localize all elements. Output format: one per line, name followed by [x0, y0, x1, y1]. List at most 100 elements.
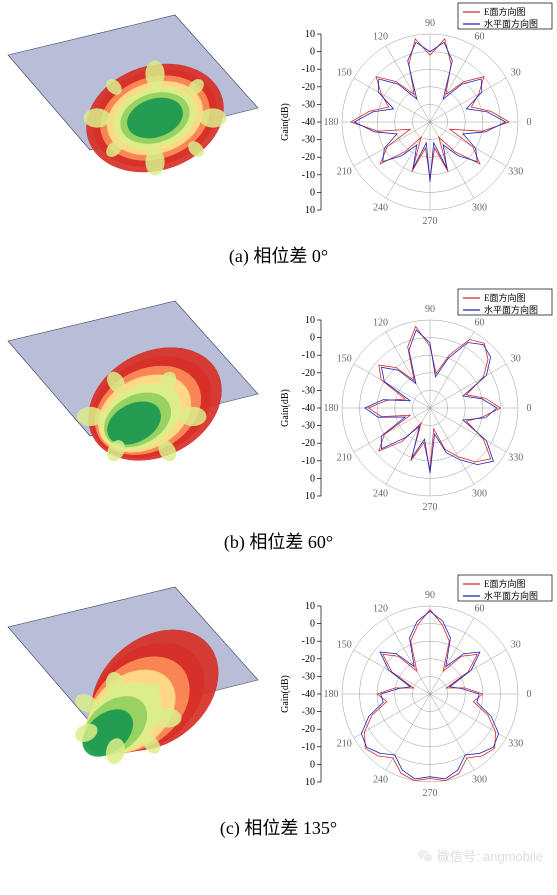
- radial-tick-label: -10: [302, 350, 315, 361]
- angle-tick-label: 240: [373, 203, 388, 214]
- grid-spoke: [386, 46, 430, 122]
- grid-spoke: [354, 78, 430, 122]
- grid-spoke: [354, 364, 430, 408]
- series-E: [368, 327, 500, 470]
- wechat-icon: [417, 848, 433, 864]
- polar-plot-c: 0 30 60 90 120 150 180 210 240 270 300 330 10 0 -10 -20…: [260, 572, 557, 802]
- angle-tick-label: 210: [337, 453, 352, 464]
- grid-spoke: [386, 332, 430, 408]
- radial-tick-label: 10: [305, 491, 315, 502]
- grid-spoke: [430, 364, 506, 408]
- radial-tick-label: -40: [302, 117, 315, 128]
- angle-tick-label: 0: [527, 117, 532, 128]
- radial-tick-label: -40: [302, 689, 315, 700]
- wechat-watermark: 微信号: angmobile: [417, 846, 543, 865]
- radial-tick-label: -30: [302, 135, 315, 146]
- radial-tick-label: -20: [302, 654, 315, 665]
- grid-spoke: [430, 694, 506, 738]
- angle-tick-label: 0: [527, 403, 532, 414]
- radial-tick-label: 0: [310, 47, 315, 58]
- radial-tick-label: -10: [302, 742, 315, 753]
- angle-tick-label: 330: [508, 739, 523, 750]
- grid-spoke: [354, 694, 430, 738]
- radial-tick-label: 10: [305, 601, 315, 612]
- angle-tick-label: 150: [337, 68, 352, 79]
- radial-tick-label: 0: [310, 473, 315, 484]
- angle-tick-label: 300: [472, 203, 487, 214]
- pattern-3d-a: [0, 0, 260, 230]
- radial-tick-label: 10: [305, 777, 315, 788]
- caption-a: (a) 相位差 0°: [0, 230, 557, 286]
- angle-tick-label: 180: [324, 403, 339, 414]
- angle-tick-label: 300: [472, 489, 487, 500]
- angle-tick-label: 330: [508, 167, 523, 178]
- radial-tick-label: 0: [310, 759, 315, 770]
- radial-tick-label: -30: [302, 707, 315, 718]
- angle-tick-label: 60: [475, 31, 485, 42]
- grid-spoke: [430, 78, 506, 122]
- grid-spoke: [386, 408, 430, 484]
- angle-tick-label: 270: [423, 788, 438, 799]
- legend-label: 水平面方向图: [484, 18, 538, 29]
- angle-tick-label: 300: [472, 775, 487, 786]
- caption-b: (b) 相位差 60°: [0, 516, 557, 572]
- angle-tick-label: 120: [373, 31, 388, 42]
- radial-tick-label: -10: [302, 170, 315, 181]
- radial-tick-label: -30: [302, 671, 315, 682]
- radial-tick-label: -20: [302, 82, 315, 93]
- angle-tick-label: 180: [324, 117, 339, 128]
- radial-tick-label: 10: [305, 315, 315, 326]
- pattern-3d-b: [0, 286, 260, 516]
- grid-spoke: [430, 46, 474, 122]
- subfigure-row-b: 0306090120150180210240270300330100-10-20…: [0, 286, 557, 516]
- legend-label: E面方向图: [484, 292, 526, 303]
- radial-tick-label: 0: [310, 333, 315, 344]
- radial-tick-label: -30: [302, 99, 315, 110]
- radial-axis-label: Gain(dB): [280, 103, 291, 141]
- legend-label: E面方向图: [484, 578, 526, 589]
- angle-tick-label: 90: [425, 590, 435, 601]
- angle-tick-label: 240: [373, 489, 388, 500]
- grid-spoke: [386, 694, 430, 770]
- pattern-3d-c: [0, 572, 260, 802]
- legend-label: E面方向图: [484, 6, 526, 17]
- angle-tick-label: 60: [475, 603, 485, 614]
- radial-tick-label: 0: [310, 187, 315, 198]
- angle-tick-label: 240: [373, 775, 388, 786]
- legend-label: 水平面方向图: [484, 304, 538, 315]
- radial-tick-label: -20: [302, 724, 315, 735]
- angle-tick-label: 270: [423, 502, 438, 513]
- angle-tick-label: 60: [475, 317, 485, 328]
- legend-label: 水平面方向图: [484, 590, 538, 601]
- radial-tick-label: -10: [302, 636, 315, 647]
- angle-tick-label: 30: [511, 68, 521, 79]
- radial-tick-label: 10: [305, 29, 315, 40]
- angle-tick-label: 210: [337, 167, 352, 178]
- polar-plot-a: 0306090120150180210240270300330100-10-20…: [260, 0, 557, 230]
- subfigure-row-c: 0 30 60 90 120 150 180 210 240 270 300 330 10 0 -10 -20…: [0, 572, 557, 802]
- radial-tick-label: -10: [302, 64, 315, 75]
- radial-tick-label: 10: [305, 205, 315, 216]
- radial-tick-label: -20: [302, 438, 315, 449]
- radial-tick-label: -30: [302, 385, 315, 396]
- angle-tick-label: 150: [337, 640, 352, 651]
- angle-tick-label: 30: [511, 640, 521, 651]
- watermark-text: 微信号: angmobile: [437, 846, 543, 865]
- angle-tick-label: 210: [337, 739, 352, 750]
- radial-tick-label: -20: [302, 368, 315, 379]
- angle-tick-label: 330: [508, 453, 523, 464]
- subfigure-row-a: 0306090120150180210240270300330100-10-20…: [0, 0, 557, 230]
- radial-axis-label: Gain(dB): [280, 389, 291, 427]
- angle-tick-label: 120: [373, 317, 388, 328]
- radial-tick-label: -40: [302, 403, 315, 414]
- radial-tick-label: 0: [310, 619, 315, 630]
- angle-tick-label: 270: [423, 216, 438, 227]
- angle-tick-label: 120: [373, 603, 388, 614]
- angle-tick-label: 30: [511, 354, 521, 365]
- radial-tick-label: -30: [302, 421, 315, 432]
- grid-spoke: [430, 694, 474, 770]
- angle-tick-label: 90: [425, 304, 435, 315]
- angle-tick-label: 180: [324, 689, 339, 700]
- radial-tick-label: -20: [302, 152, 315, 163]
- polar-plot-b: 0306090120150180210240270300330100-10-20…: [260, 286, 557, 516]
